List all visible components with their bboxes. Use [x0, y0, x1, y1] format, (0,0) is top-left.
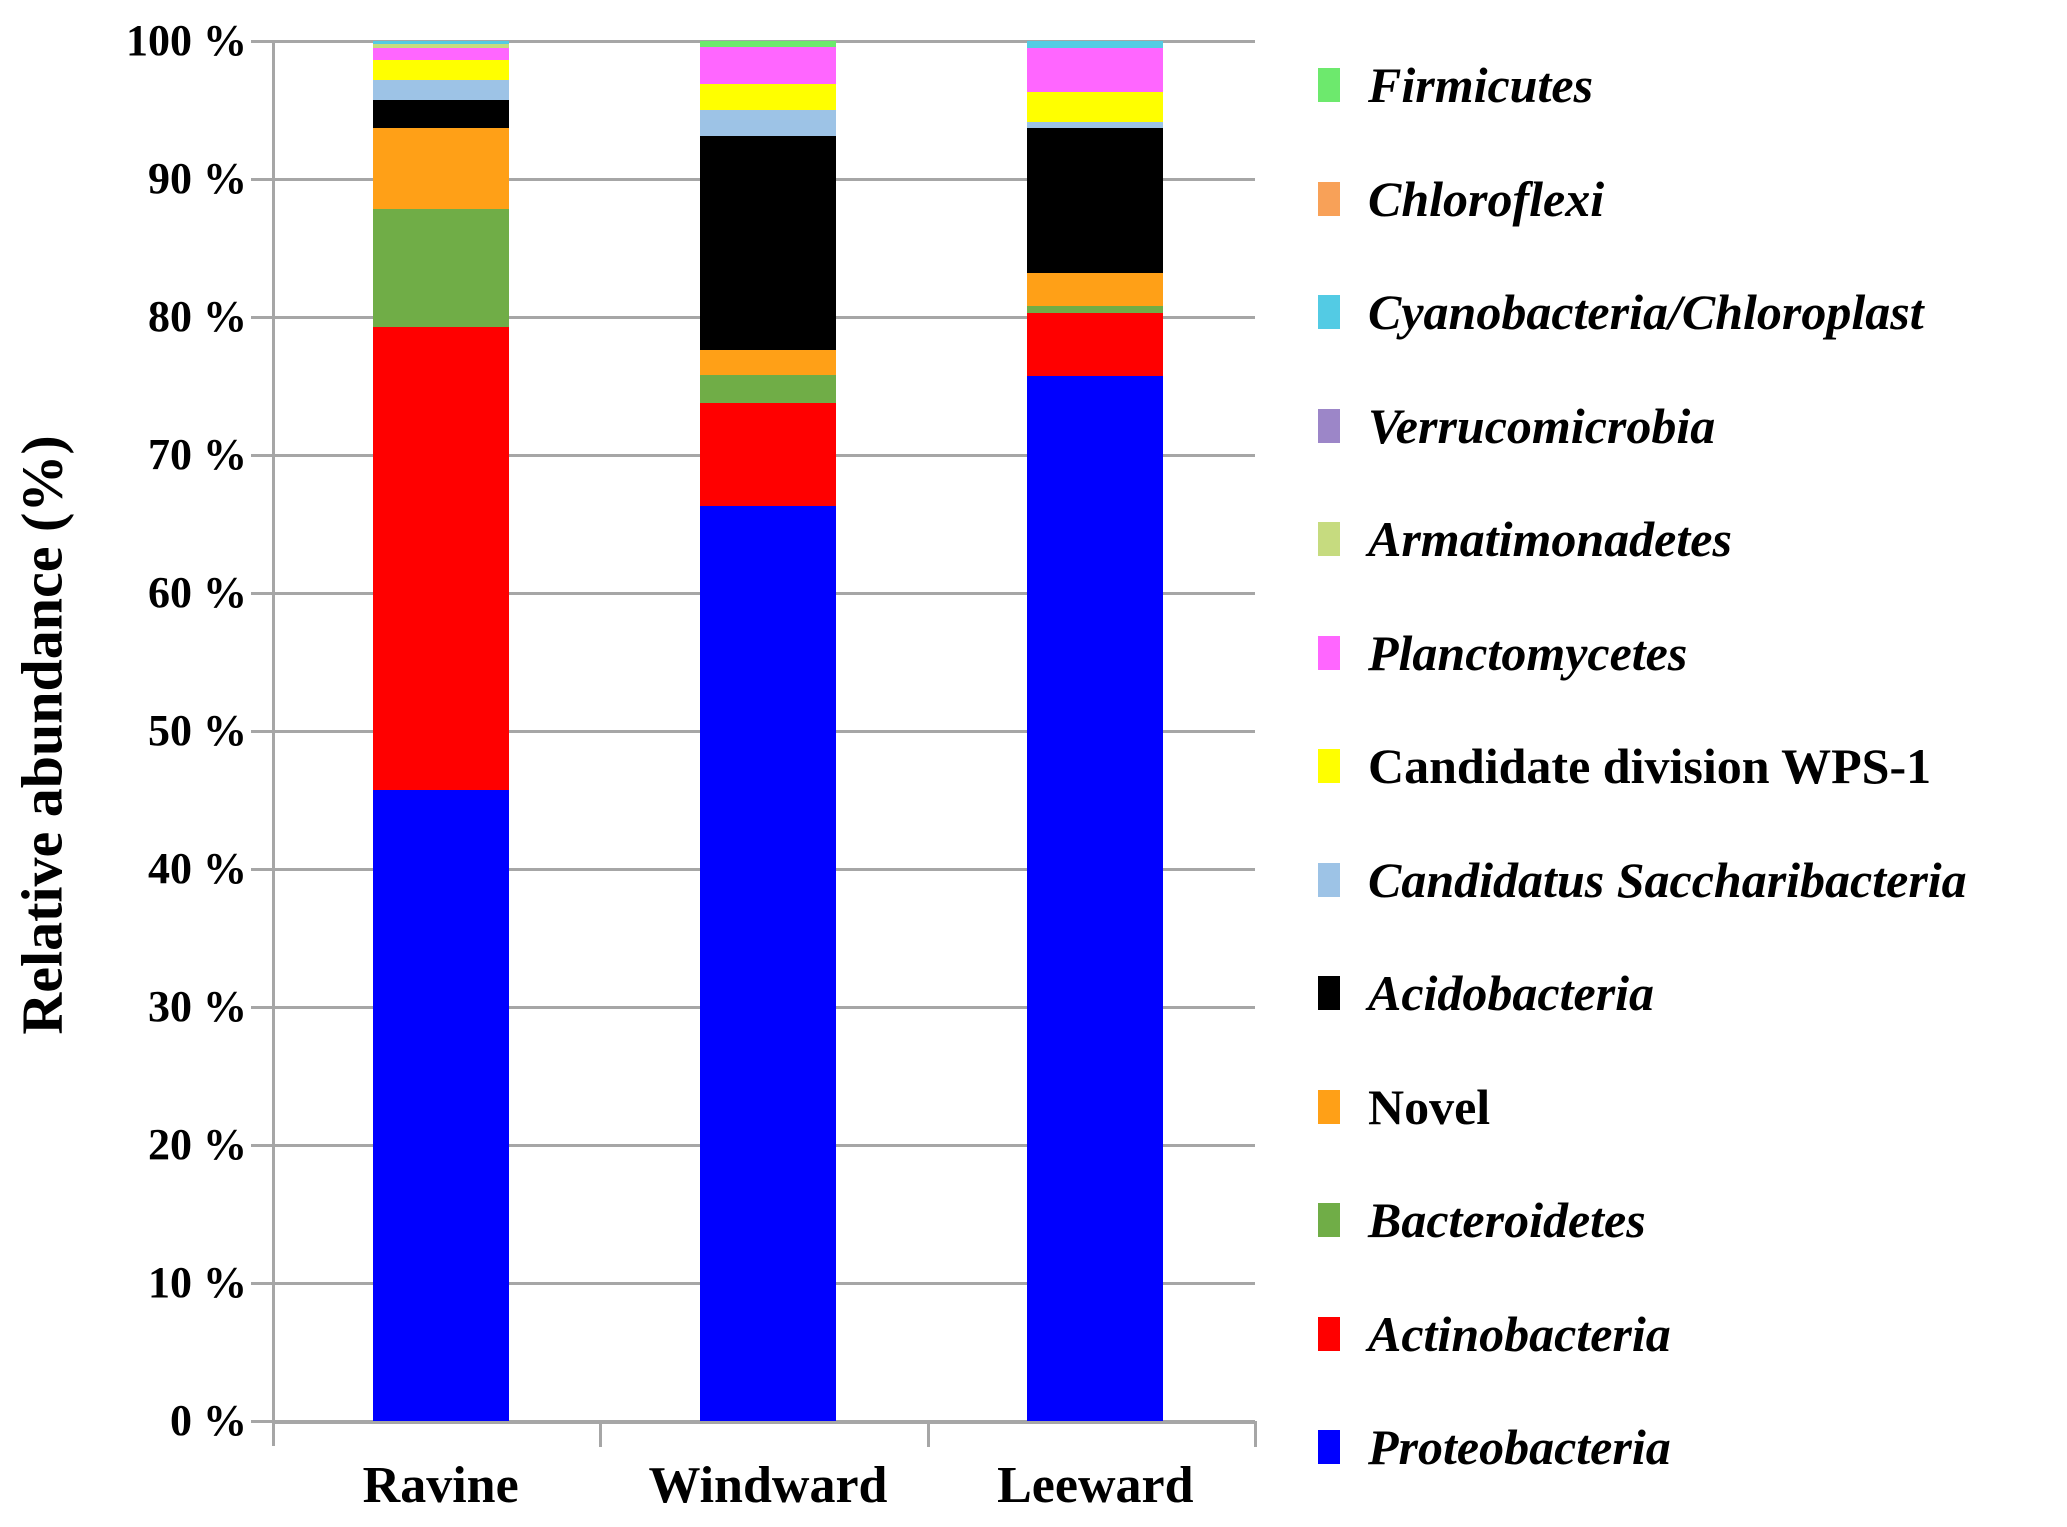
legend-label: Cyanobacteria/Chloroplast [1368, 284, 1924, 340]
y-tick-50 [251, 730, 273, 733]
bar-segment-leeward-candidatus-saccharibacteria [1027, 122, 1164, 128]
legend-swatch-chloroflexi [1318, 181, 1340, 216]
x-axis-tick-2 [926, 1421, 930, 1447]
y-tick-60 [251, 592, 273, 595]
bar-segment-ravine-armatimonadetes [372, 43, 509, 48]
y-tick-label-70: 70 % [148, 430, 247, 479]
x-axis-label-windward: Windward [648, 1457, 888, 1514]
bar-segment-leeward-acidobacteria [1027, 127, 1164, 273]
y-tick-label-20: 20 % [148, 1120, 247, 1169]
legend-label: Armatimonadetes [1368, 511, 1732, 567]
legend-swatch-actinobacteria [1318, 1316, 1340, 1351]
bar-segment-ravine-acidobacteria [372, 100, 509, 128]
bar-segment-leeward-bacteroidetes [1027, 305, 1164, 313]
y-axis-line [272, 41, 275, 1446]
y-tick-80 [251, 316, 273, 319]
y-tick-label-40: 40 % [148, 844, 247, 893]
y-tick-20 [251, 1144, 273, 1147]
bar-segment-windward-novel [700, 350, 836, 375]
y-tick-label-60: 60 % [148, 568, 247, 617]
legend-label: Verrucomicrobia [1368, 397, 1716, 454]
x-axis-tick-1 [599, 1421, 603, 1447]
legend-label: Novel [1368, 1078, 1491, 1135]
y-tick-label-100: 100 % [126, 16, 247, 65]
legend-label: Candidatus Saccharibacteria [1368, 851, 1967, 908]
legend-swatch-firmicutes [1318, 68, 1340, 102]
legend-label: Firmicutes [1368, 57, 1594, 113]
bar-segment-windward-candidatus-saccharibacteria [700, 110, 836, 137]
legend-swatch-candidate-division-wps-1 [1318, 749, 1340, 783]
bar-segment-windward-actinobacteria [700, 402, 836, 507]
legend-label: Actinobacteria [1368, 1305, 1671, 1362]
bar-segment-ravine-novel [372, 127, 509, 210]
legend-label: Bacteroidetes [1368, 1192, 1646, 1248]
bar-segment-leeward-candidate-division-wps-1 [1027, 92, 1164, 123]
legend-swatch-armatimonadetes [1318, 522, 1340, 556]
legend-swatch-acidobacteria [1318, 976, 1340, 1010]
legend-swatch-planctomycetes [1318, 635, 1340, 670]
y-tick-90 [251, 178, 273, 181]
bar-segment-windward-proteobacteria [700, 506, 836, 1421]
legend-swatch-novel [1318, 1089, 1340, 1124]
bar-segment-windward-candidate-division-wps-1 [700, 83, 836, 110]
legend-swatch-proteobacteria [1318, 1430, 1340, 1464]
y-tick-10 [251, 1282, 273, 1285]
y-tick-100 [251, 40, 273, 43]
bar-segment-windward-firmicutes [700, 41, 836, 47]
bar-segment-leeward-cyanobacteria-chloroplast [1027, 41, 1164, 48]
bar-segment-leeward-actinobacteria [1027, 312, 1164, 377]
bar-segment-ravine-bacteroidetes [372, 209, 509, 327]
y-tick-label-0: 0 % [170, 1396, 247, 1445]
y-tick-label-10: 10 % [148, 1258, 247, 1307]
legend-label: Acidobacteria [1368, 965, 1655, 1021]
y-tick-0 [251, 1420, 273, 1423]
bar-segment-leeward-proteobacteria [1027, 376, 1164, 1421]
bar-segment-windward-bacteroidetes [700, 374, 836, 403]
bar-segment-ravine-actinobacteria [372, 326, 509, 791]
legend-label: Planctomycetes [1368, 624, 1688, 681]
bar-segment-ravine-cyanobacteria-chloroplast [372, 41, 509, 44]
y-tick-label-80: 80 % [148, 292, 247, 341]
y-tick-label-90: 90 % [148, 154, 247, 203]
legend-swatch-bacteroidetes [1318, 1203, 1340, 1237]
y-tick-30 [251, 1006, 273, 1009]
bar-segment-windward-planctomycetes [700, 46, 836, 84]
y-tick-40 [251, 868, 273, 871]
gridline-0 [273, 1420, 1255, 1424]
legend-swatch-candidatus-saccharibacteria [1318, 862, 1340, 897]
x-axis-label-ravine: Ravine [362, 1457, 519, 1514]
x-axis-tick-3 [1254, 1421, 1257, 1447]
bar-segment-leeward-planctomycetes [1027, 47, 1164, 93]
legend-swatch-cyanobacteria-chloroplast [1318, 295, 1340, 329]
bar-segment-ravine-candidate-division-wps-1 [372, 60, 509, 80]
x-axis-label-leeward: Leeward [997, 1457, 1194, 1514]
legend-label: Proteobacteria [1368, 1419, 1671, 1475]
legend-swatch-verrucomicrobia [1318, 408, 1340, 443]
legend-label: Chloroflexi [1368, 170, 1605, 227]
y-tick-70 [251, 454, 273, 457]
bar-segment-ravine-planctomycetes [372, 47, 509, 61]
y-tick-label-30: 30 % [148, 982, 247, 1031]
bar-segment-ravine-proteobacteria [372, 790, 509, 1421]
y-tick-label-50: 50 % [148, 706, 247, 755]
bar-segment-ravine-candidatus-saccharibacteria [372, 79, 509, 101]
bar-segment-windward-acidobacteria [700, 136, 836, 351]
bar-segment-leeward-novel [1027, 272, 1164, 306]
legend-label: Candidate division WPS-1 [1368, 738, 1932, 794]
